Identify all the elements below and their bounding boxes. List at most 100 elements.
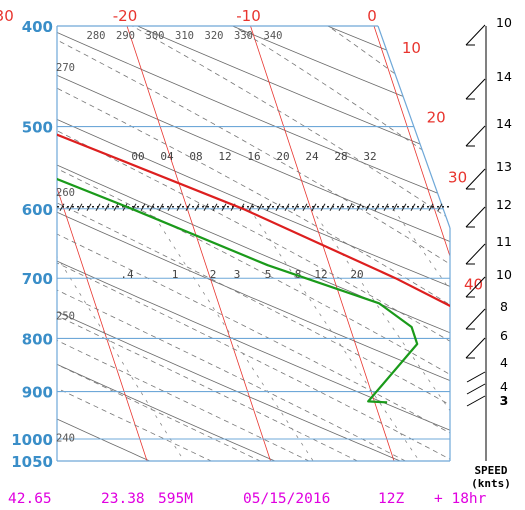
frame-diagonal [377,25,451,229]
moist-adiabat [57,26,450,461]
tick-mark [113,203,119,212]
tick-mark [68,203,74,212]
theta-e-label: 28 [334,150,347,163]
tick-mark [248,203,254,212]
wind-barb [465,276,486,298]
wind-barb [465,243,486,265]
mixing-ratio-label: 20 [350,268,363,281]
mixing-ratio-line [57,208,188,461]
wind-barb [466,395,486,407]
wind-barb [465,337,486,359]
dry-adiabat [57,26,450,461]
tick-mark [257,203,263,212]
tick-mark [302,203,308,212]
moist-adiabat [89,26,450,461]
wind-speed-label: 3 [500,393,509,408]
wind-speed-label: 14 [496,69,512,84]
wind-barb [465,24,486,46]
footer-elevation: 595M [158,491,193,507]
mixing-ratio-label: 2 [210,268,217,281]
tick-mark [392,203,398,212]
dry-adiabat [57,26,286,461]
background-grid [57,3,525,465]
wind-barb [465,308,486,330]
theta-e-label: 08 [189,150,202,163]
dry-adiabat [57,26,450,461]
theta-e-label: 16 [247,150,260,163]
theta-label: 290 [116,30,135,42]
moist-adiabat [57,26,318,461]
dry-adiabat [177,26,450,461]
mixing-ratio-label: 5 [265,268,272,281]
tick-mark [212,203,218,212]
temperature-label-top: -30 [0,7,14,25]
wind-barb [465,206,486,228]
speed-header: SPEED [474,464,507,477]
dry-adiabat [84,26,450,461]
footer-time: 12Z [378,491,404,507]
mixing-ratio-label: .4 [120,268,134,281]
dry-adiabat [57,26,450,461]
pressure-label: 400 [22,18,53,36]
temperature-line [57,26,450,404]
wind-barb [466,371,486,383]
speed-units: (knts) [471,477,511,490]
dewpoint-line [57,26,419,404]
temperature-label-right: 30 [448,169,467,187]
tick-mark [293,203,299,212]
dry-adiabat [57,26,450,461]
theta-e-label: 12 [218,150,231,163]
mixing-ratio-line [311,208,450,461]
mixing-ratio-label: 3 [234,268,241,281]
theta-e-label: 32 [363,150,376,163]
pressure-label: 1000 [11,431,53,449]
footer-lon: 23.38 [101,491,145,507]
wind-speed-label: 8 [500,299,508,314]
sounding-profiles [57,26,450,404]
dry-adiabat [271,26,450,461]
theta-label-left: 260 [56,187,75,199]
mixing-ratio-line [249,208,423,461]
temperature-label-right: 20 [427,108,446,126]
pressure-label: 1050 [11,453,53,471]
theta-label: 300 [146,30,165,42]
temperature-label-top: -20 [113,7,138,25]
pressure-label: 900 [22,384,53,402]
axis-labels: 40050060070080090010001050-60-50-40-30-2… [0,7,483,471]
wind-barb [465,125,486,147]
mixing-ratio-label: 1 [172,268,179,281]
footer-forecast: + 18hr [434,491,487,507]
tick-mark [437,203,443,212]
wind-speed-label: 14 [496,116,512,131]
theta-label-left: 270 [56,62,75,74]
wind-speed-label: 12 [496,197,512,212]
theta-e-label: 00 [131,150,144,163]
theta-e-label: 04 [160,150,174,163]
pressure-label: 500 [22,119,53,137]
theta-label: 280 [87,30,106,42]
pressure-label: 600 [22,201,53,219]
isotherm [365,26,450,461]
dry-adiabat [57,26,450,461]
wind-barb [465,168,486,190]
moist-adiabat [294,26,450,461]
tick-mark [338,203,344,212]
footer-lat: 42.65 [8,491,52,507]
theta-e-label: 24 [305,150,319,163]
tick-mark [158,203,164,212]
tick-mark [383,203,389,212]
wind-speed-label: 10 [496,15,512,30]
theta-label: 330 [234,30,253,42]
tick-mark [428,203,434,212]
dry-adiabat [459,3,525,465]
theta-label: 340 [264,30,283,42]
moist-adiabat [57,26,450,461]
wind-speed-label: 11 [496,234,512,249]
temperature-label-top: -10 [236,7,261,25]
moist-adiabat [57,26,450,461]
tick-mark [347,203,353,212]
theta-label: 320 [205,30,224,42]
wind-barb [466,383,486,395]
